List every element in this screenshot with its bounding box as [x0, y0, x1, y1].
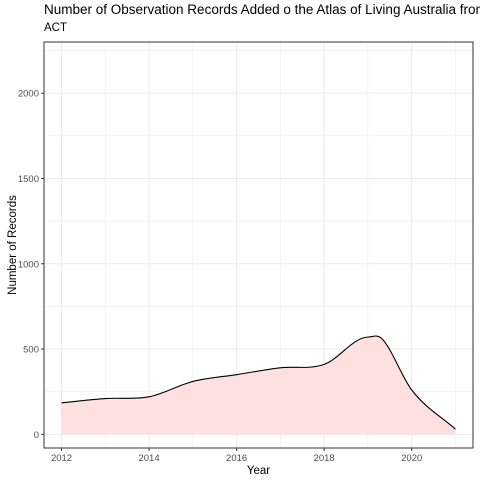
x-tick-label: 2014: [138, 453, 159, 464]
x-axis-title: Year: [247, 465, 270, 477]
x-tick-label: 2018: [314, 453, 335, 464]
area-fill: [61, 336, 456, 435]
series-line: [61, 335, 456, 430]
y-axis-title: Number of Records: [7, 195, 19, 295]
panel-border: [43, 41, 474, 449]
y-tick-label: 2000: [18, 89, 39, 100]
y-tick-label: 500: [23, 345, 39, 356]
x-tick-label: 2020: [401, 453, 422, 464]
y-tick-label: 0: [34, 430, 39, 441]
y-axis: 0 500 1000 1500 2000: [18, 89, 44, 441]
chart-subtitle: ACT: [44, 22, 67, 34]
chart-title: Number of Observation Records Added o th…: [44, 2, 480, 17]
y-tick-label: 1000: [18, 259, 39, 270]
y-tick-label: 1500: [18, 174, 39, 185]
x-tick-label: 2016: [226, 453, 247, 464]
x-tick-label: 2012: [51, 453, 72, 464]
x-axis: 2012 2014 2016 2018 2020: [51, 448, 422, 464]
